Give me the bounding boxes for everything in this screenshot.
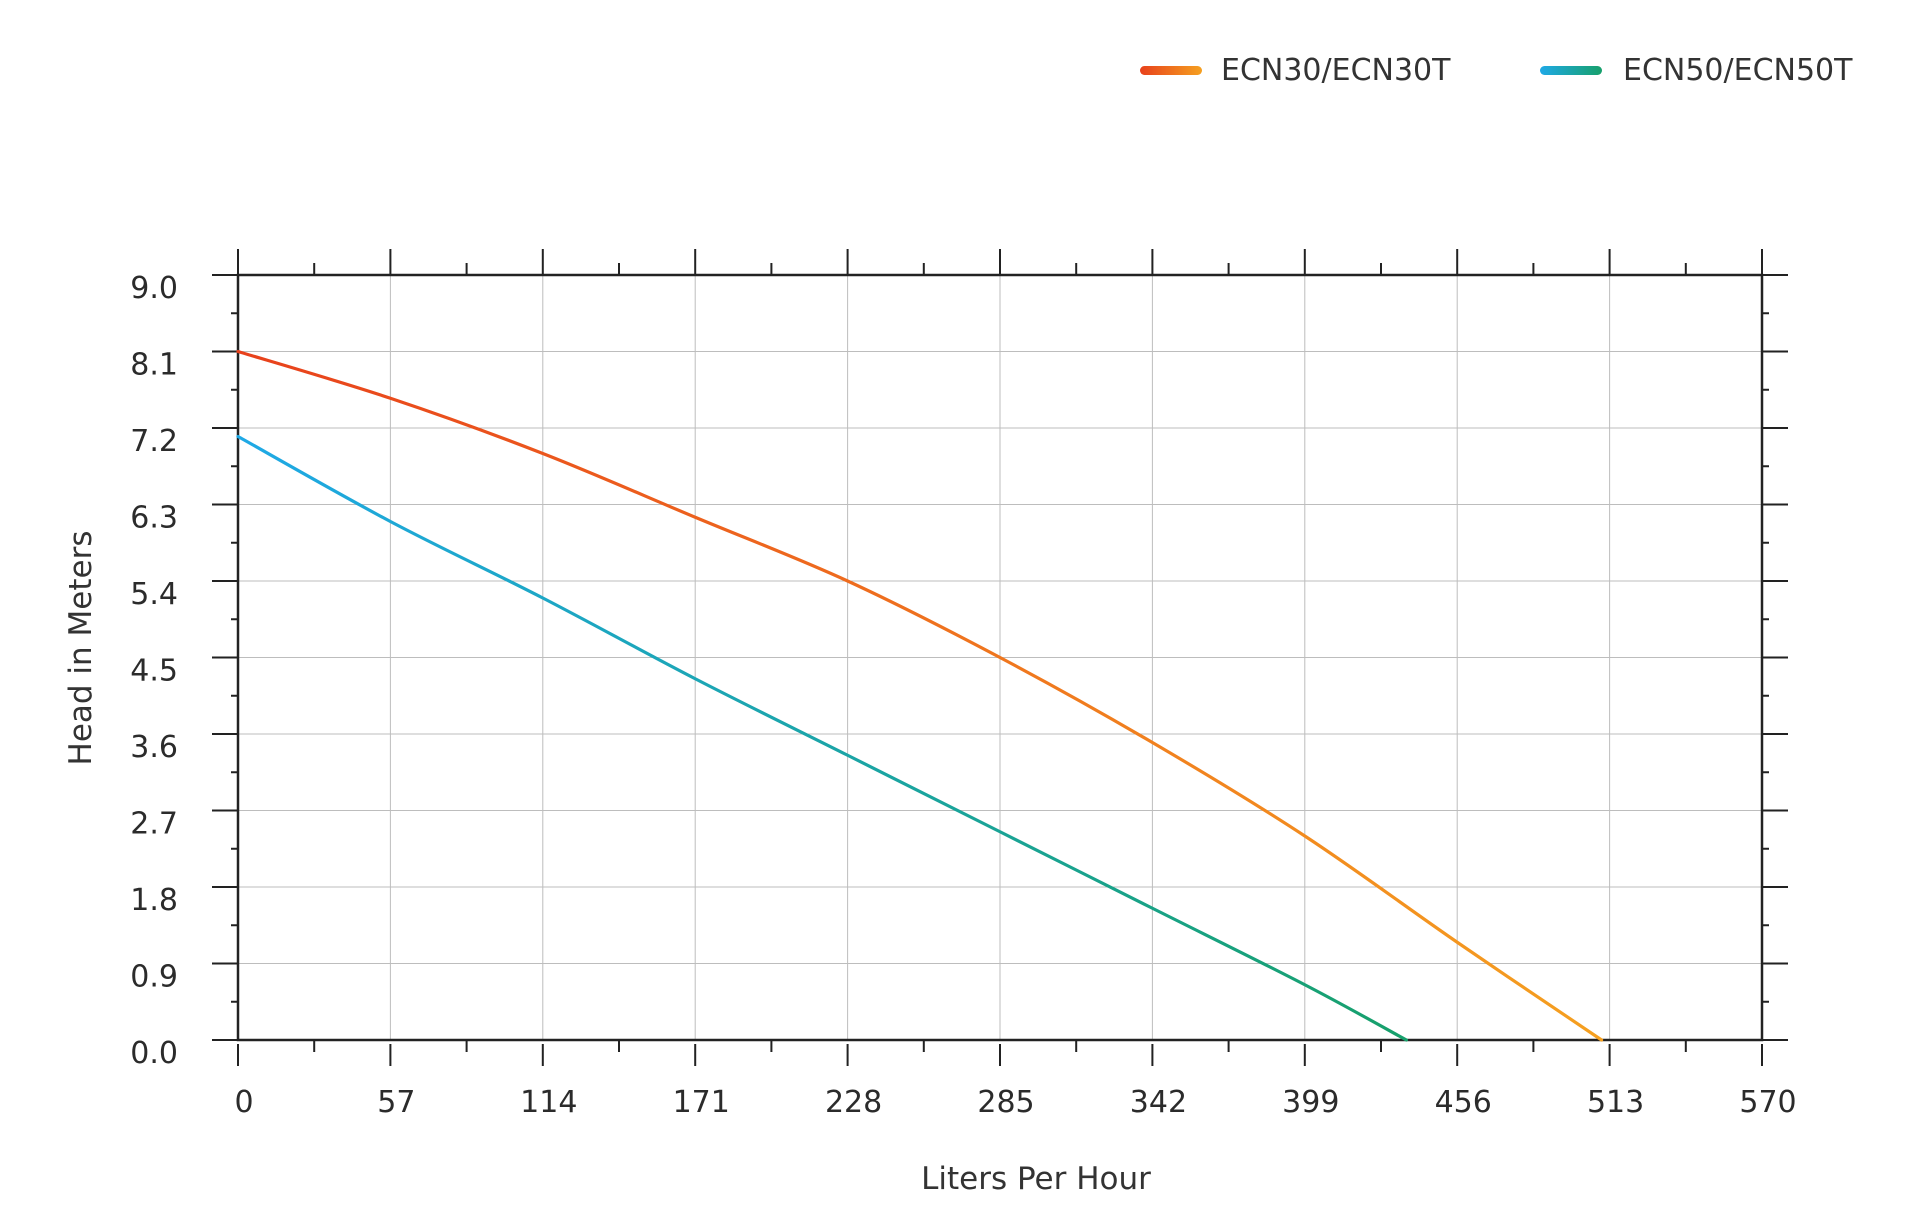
legend-label-ecn30: ECN30/ECN30T bbox=[1221, 53, 1451, 88]
x-tick-label: 342 bbox=[1130, 1085, 1187, 1120]
y-axis-tick-labels: 0.0 0.9 1.8 2.7 3.6 4.5 5.4 6.3 7.2 8.1 9.0 bbox=[130, 271, 178, 1071]
legend: ECN30/ECN30T ECN50/ECN50T bbox=[1140, 53, 1853, 88]
series-lines bbox=[236, 349, 1604, 1042]
y-tick-label: 3.6 bbox=[130, 730, 178, 765]
y-tick-label: 2.7 bbox=[130, 807, 178, 842]
legend-swatch-ecn50 bbox=[1540, 66, 1602, 75]
y-tick-label: 0.0 bbox=[130, 1036, 178, 1071]
y-tick-label: 6.3 bbox=[130, 501, 178, 536]
x-tick-label: 285 bbox=[977, 1085, 1034, 1120]
y-tick-label: 9.0 bbox=[130, 271, 178, 306]
x-tick-label: 399 bbox=[1282, 1085, 1339, 1120]
legend-swatch-ecn30 bbox=[1140, 66, 1202, 75]
x-tick-label: 0 bbox=[234, 1085, 253, 1120]
y-tick-label: 1.8 bbox=[130, 883, 178, 918]
y-tick-label: 0.9 bbox=[130, 960, 178, 995]
series-line-ecn50-ecn50t bbox=[236, 434, 1408, 1042]
y-axis-title: Head in Meters bbox=[63, 531, 99, 766]
legend-item-ecn50[interactable]: ECN50/ECN50T bbox=[1540, 53, 1853, 88]
x-tick-label: 228 bbox=[825, 1085, 882, 1120]
y-tick-label: 4.5 bbox=[130, 654, 178, 689]
x-tick-label: 114 bbox=[520, 1085, 577, 1120]
legend-label-ecn50: ECN50/ECN50T bbox=[1623, 53, 1853, 88]
legend-item-ecn30[interactable]: ECN30/ECN30T bbox=[1140, 53, 1451, 88]
x-tick-label: 570 bbox=[1739, 1085, 1796, 1120]
series-line-ecn30-ecn30t bbox=[236, 349, 1604, 1042]
x-tick-label: 171 bbox=[673, 1085, 730, 1120]
axis-ticks bbox=[212, 249, 1788, 1066]
y-tick-label: 7.2 bbox=[130, 424, 178, 459]
x-tick-label: 456 bbox=[1435, 1085, 1492, 1120]
x-tick-label: 57 bbox=[377, 1085, 415, 1120]
y-tick-label: 8.1 bbox=[130, 348, 178, 383]
y-tick-label: 5.4 bbox=[130, 577, 178, 612]
x-tick-label: 513 bbox=[1587, 1085, 1644, 1120]
x-axis-title: Liters Per Hour bbox=[921, 1161, 1151, 1197]
x-axis-tick-labels: 0 57 114 171 228 285 342 399 456 513 570 bbox=[234, 1085, 1796, 1120]
